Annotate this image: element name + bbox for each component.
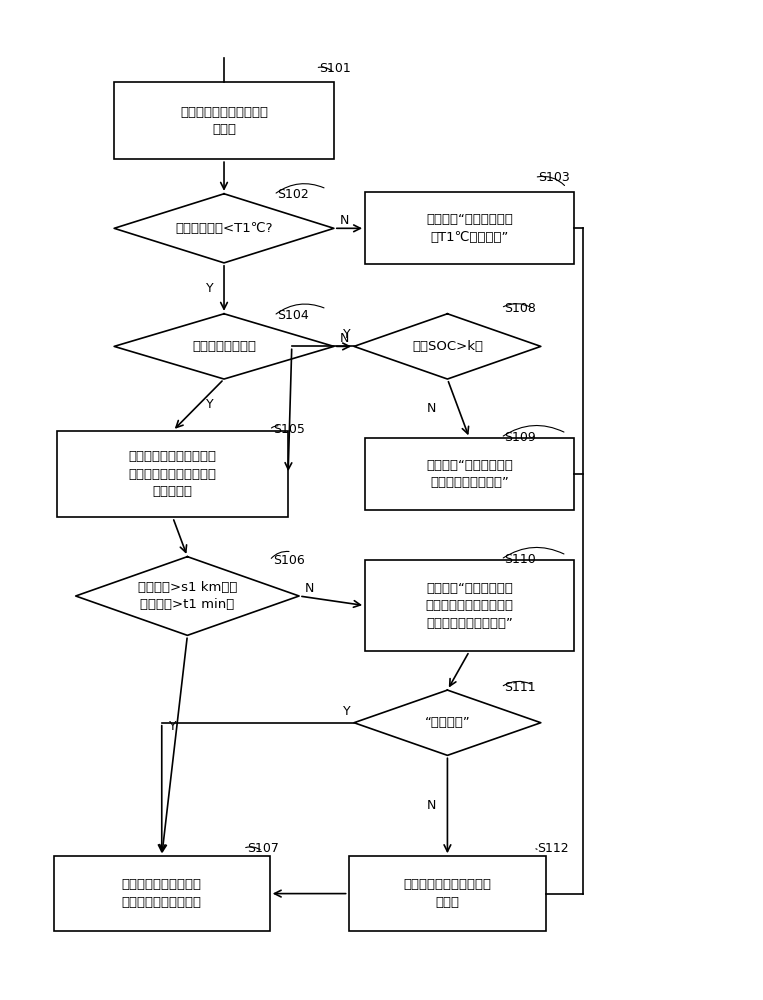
Text: S109: S109 [504, 431, 536, 444]
FancyBboxPatch shape [349, 856, 546, 931]
Text: Y: Y [206, 282, 214, 295]
Text: 用户设置开启远程预热模
式开关: 用户设置开启远程预热模 式开关 [180, 106, 268, 136]
Text: 询问用户出行计划：计划
出行时间、行车里程、预
估行车时长: 询问用户出行计划：计划 出行时间、行车里程、预 估行车时长 [129, 450, 217, 498]
Text: N: N [340, 332, 349, 345]
Polygon shape [76, 557, 299, 635]
Text: S107: S107 [246, 842, 278, 855]
Text: S108: S108 [504, 302, 536, 314]
FancyBboxPatch shape [53, 856, 270, 931]
Text: “确认开启”: “确认开启” [424, 716, 470, 729]
FancyBboxPatch shape [365, 560, 574, 651]
Text: Y: Y [206, 398, 214, 411]
Text: 文字提醒“电量过低，建
议插上慢充枪后开启”: 文字提醒“电量过低，建 议插上慢充枪后开启” [426, 459, 513, 489]
Text: S112: S112 [537, 842, 568, 855]
Polygon shape [114, 314, 334, 379]
FancyBboxPatch shape [365, 192, 574, 264]
Text: 判断环境温度<T1℃?: 判断环境温度<T1℃? [175, 222, 272, 235]
FancyBboxPatch shape [114, 82, 334, 159]
Text: 远程电池预热设置成功
远程电池预热模式开启: 远程电池预热设置成功 远程电池预热模式开启 [122, 878, 201, 909]
Text: 文字提醒“本功能仅支持
在T1℃以下开启”: 文字提醒“本功能仅支持 在T1℃以下开启” [426, 213, 513, 244]
Polygon shape [114, 194, 334, 263]
Text: Y: Y [169, 720, 177, 733]
Text: 电池SOC>k？: 电池SOC>k？ [412, 340, 483, 353]
Text: 文字提醒“短途行车开启
预热可能造成电池耗电量
增加，请确认是否开启”: 文字提醒“短途行车开启 预热可能造成电池耗电量 增加，请确认是否开启” [426, 582, 513, 630]
Text: S104: S104 [278, 309, 309, 322]
FancyBboxPatch shape [365, 438, 574, 510]
Text: S103: S103 [538, 171, 570, 184]
Text: S105: S105 [273, 423, 305, 436]
Text: Y: Y [343, 705, 350, 718]
Polygon shape [354, 314, 541, 379]
FancyBboxPatch shape [57, 431, 288, 517]
Text: 远程电池预热模式开关自
动关闭: 远程电池预热模式开关自 动关闭 [404, 878, 491, 909]
Text: N: N [305, 582, 314, 595]
Text: N: N [340, 214, 349, 227]
Text: N: N [427, 402, 436, 415]
Text: 行程里程>s1 km预计
行车时长>t1 min？: 行程里程>s1 km预计 行车时长>t1 min？ [137, 581, 237, 611]
Text: S102: S102 [278, 188, 309, 201]
Text: S110: S110 [504, 553, 536, 566]
Text: 慢充枪是否插入？: 慢充枪是否插入？ [192, 340, 256, 353]
Text: S106: S106 [273, 554, 305, 567]
Text: S111: S111 [504, 681, 536, 694]
Text: N: N [427, 799, 436, 812]
Text: Y: Y [343, 328, 350, 341]
Text: S101: S101 [319, 62, 351, 75]
Polygon shape [354, 690, 541, 755]
